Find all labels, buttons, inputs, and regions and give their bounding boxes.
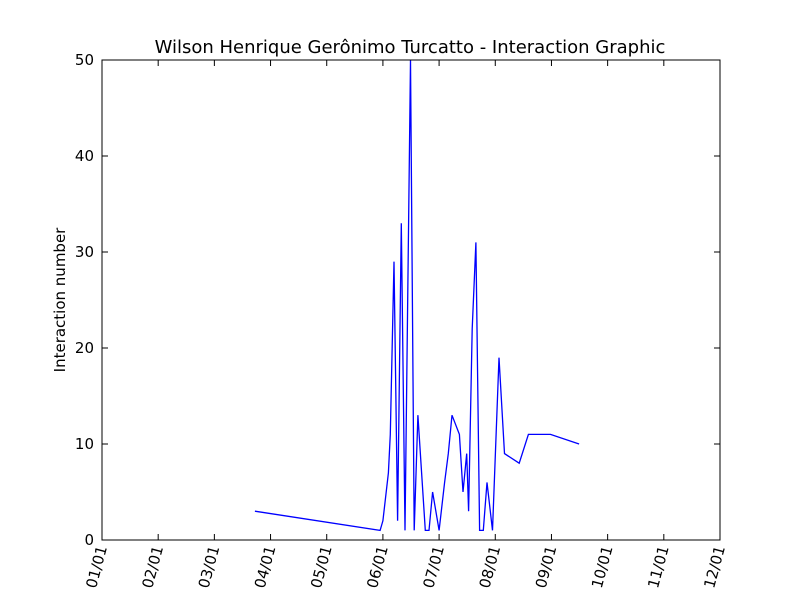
y-tick-label: 0	[84, 531, 94, 549]
y-tick-label: 30	[75, 243, 94, 261]
y-tick-label: 50	[75, 51, 94, 69]
y-axis-title: Interaction number	[51, 227, 69, 373]
x-tick-label: 01/01	[82, 544, 111, 590]
x-tick-label: 02/01	[139, 544, 168, 590]
series-line-1	[254, 60, 580, 532]
x-tick-label: 07/01	[419, 544, 448, 590]
x-tick-label: 03/01	[195, 544, 224, 590]
x-tick-label: 11/01	[644, 544, 673, 590]
y-tick-label: 20	[75, 339, 94, 357]
chart-title: Wilson Henrique Gerônimo Turcatto - Inte…	[155, 37, 666, 58]
y-tick-label: 40	[75, 147, 94, 165]
x-tick-label: 06/01	[363, 544, 392, 590]
plot-frame	[101, 59, 721, 541]
plot-area: 0 10 20 30 40 50 01/01 02/01 03/01 04/01 05/01 06/0…	[75, 51, 729, 590]
x-tick-label: 10/01	[588, 544, 617, 590]
x-tick-label: 09/01	[532, 544, 561, 590]
y-tick-label: 10	[75, 435, 94, 453]
x-tick-label: 05/01	[307, 544, 336, 590]
x-tick-label: 08/01	[476, 544, 505, 590]
x-tick-label: 04/01	[251, 544, 280, 590]
x-tick-label: 12/01	[700, 544, 729, 590]
